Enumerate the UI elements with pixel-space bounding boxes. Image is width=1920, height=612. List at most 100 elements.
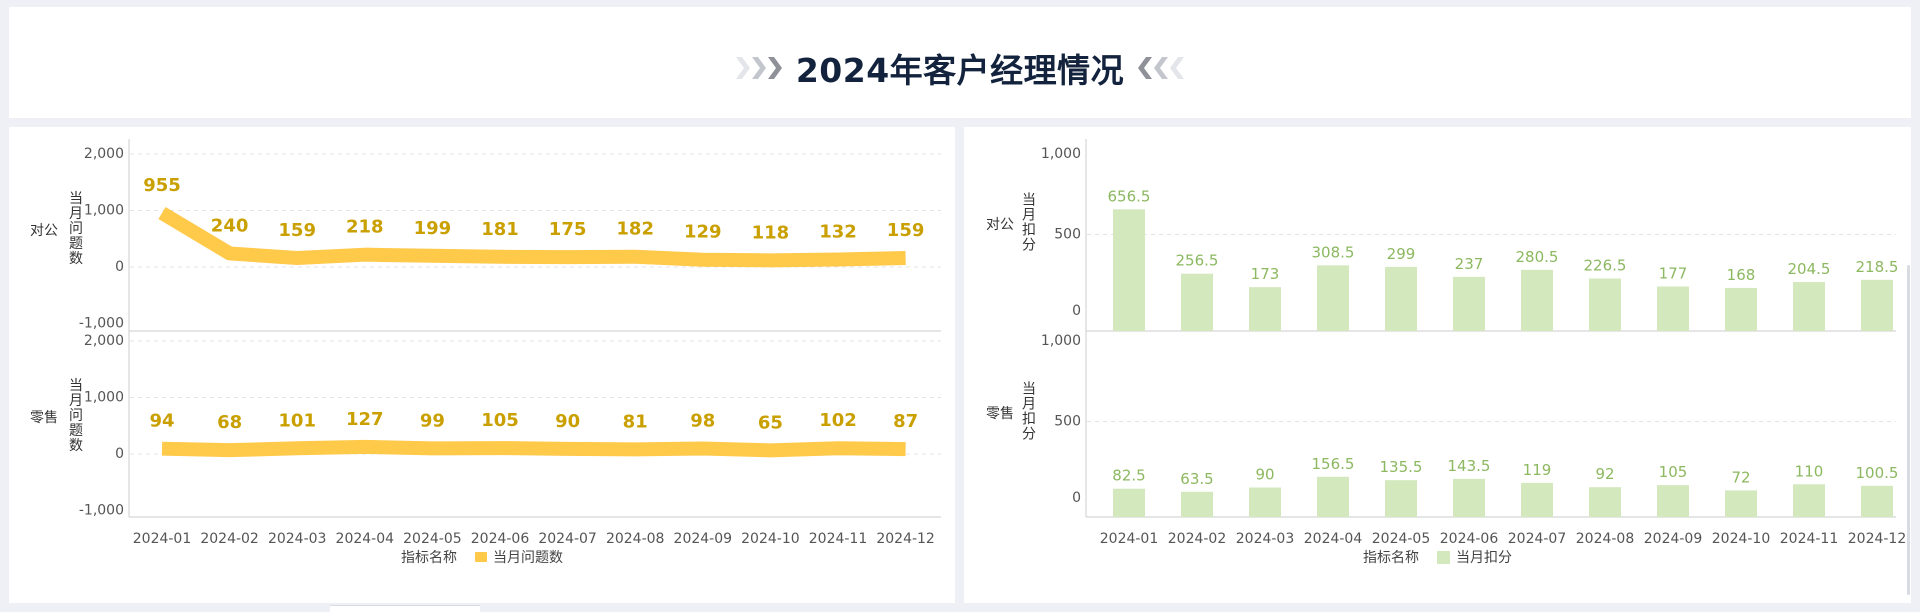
scrollbar-thumb[interactable] (1907, 265, 1910, 595)
axis-title-char: 当 (69, 191, 83, 207)
data-label: 127 (346, 409, 384, 430)
axis-title-char: 分 (1022, 427, 1036, 443)
y-tick-label: 0 (115, 446, 124, 462)
bar (1725, 287, 1757, 331)
y-tick-label: 1,000 (84, 203, 124, 219)
x-tick-label: 2024-02 (200, 531, 259, 547)
bottom-tab[interactable] (330, 605, 480, 612)
x-tick-label: 2024-11 (1780, 531, 1839, 547)
row-label: 对公 (986, 217, 1014, 233)
x-tick-label: 2024-03 (1236, 531, 1295, 547)
bar (1521, 269, 1553, 331)
bar (1861, 485, 1893, 517)
data-label: 118 (752, 222, 790, 243)
y-tick-label: -1,000 (79, 503, 124, 519)
bar (1385, 480, 1417, 517)
data-label: 82.5 (1112, 467, 1145, 485)
data-label: 308.5 (1312, 243, 1355, 261)
data-label: 105 (1659, 463, 1688, 481)
y-tick-label: 1,000 (84, 390, 124, 406)
bar (1317, 476, 1349, 517)
x-tick-label: 2024-12 (1848, 531, 1907, 547)
data-label: 226.5 (1584, 257, 1627, 275)
series-line (158, 207, 906, 268)
header-panel: 2024年客户经理情况 (9, 7, 1911, 118)
x-tick-label: 2024-10 (741, 531, 800, 547)
row-label: 对公 (30, 223, 58, 239)
x-tick-label: 2024-11 (809, 531, 868, 547)
axis-title-char: 问 (69, 221, 83, 237)
x-tick-label: 2024-08 (1576, 531, 1635, 547)
bar (1249, 487, 1281, 517)
legend-item-issues[interactable]: 当月问题数 (475, 547, 563, 567)
bar (1657, 485, 1689, 517)
bar (1317, 265, 1349, 331)
bar (1657, 286, 1689, 331)
axis-title-char: 月 (69, 206, 83, 222)
bar (1249, 287, 1281, 331)
title-wrap: 2024年客户经理情况 (9, 43, 1911, 93)
x-tick-label: 2024-06 (471, 531, 530, 547)
axis-title-char: 题 (69, 236, 83, 252)
bar (1861, 279, 1893, 331)
data-label: 119 (1523, 461, 1552, 479)
data-label: 256.5 (1176, 252, 1219, 270)
y-tick-label: 0 (1072, 303, 1081, 319)
data-label: 81 (623, 411, 648, 432)
page-title: 2024年客户经理情况 (795, 51, 1125, 90)
bar (1385, 266, 1417, 331)
axis-title-char: 数 (69, 251, 83, 267)
data-label: 182 (616, 219, 654, 240)
bar (1793, 282, 1825, 331)
bar (1113, 488, 1145, 517)
bar (1589, 487, 1621, 517)
bar (1589, 278, 1621, 331)
axis-title-char: 月 (69, 393, 83, 409)
x-tick-label: 2024-08 (606, 531, 665, 547)
y-tick-label: 0 (1072, 490, 1081, 506)
bar (1181, 491, 1213, 517)
data-label: 159 (278, 220, 316, 241)
data-label: 177 (1659, 265, 1688, 283)
data-label: 168 (1727, 266, 1756, 284)
issues-chart-panel: 2,000 1,000 0 -1,000 对公当月问题数 955 240 159 218 199 1… (9, 127, 955, 603)
data-label: 98 (690, 410, 715, 431)
axis-title-char: 月 (1022, 397, 1036, 413)
x-tick-label: 2024-01 (133, 531, 192, 547)
bar (1725, 490, 1757, 517)
data-label: 63.5 (1180, 470, 1213, 488)
bar (1113, 209, 1145, 331)
row-label: 零售 (986, 406, 1014, 422)
x-tick-label: 2024-10 (1712, 531, 1771, 547)
x-tick-label: 2024-02 (1168, 531, 1227, 547)
y-axis-title: 当月扣分 (1022, 193, 1036, 254)
legend-item-deduction[interactable]: 当月扣分 (1437, 547, 1512, 567)
data-label: 65 (758, 412, 783, 433)
data-label: 110 (1795, 462, 1824, 480)
data-label: 94 (149, 411, 174, 432)
data-label: 175 (549, 219, 587, 240)
y-tick-label: 0 (115, 259, 124, 275)
data-label: 218 (346, 217, 384, 238)
data-label: 159 (887, 220, 925, 241)
axis-title-char: 分 (1022, 238, 1036, 254)
legend-label: 当月问题数 (493, 550, 563, 566)
y-tick-label: 2,000 (84, 333, 124, 349)
deduction-chart-panel: 1,000 500 0 对公当月扣分 656.5 256.5 173 308.5 299 237 2… (964, 127, 1911, 603)
legend-label: 当月扣分 (1456, 550, 1512, 566)
data-label: 92 (1595, 465, 1614, 483)
axis-title-char: 当 (1022, 193, 1036, 209)
x-tick-label: 2024-04 (1304, 531, 1363, 547)
axis-title-char: 扣 (1022, 412, 1036, 428)
x-tick-label: 2024-01 (1100, 531, 1159, 547)
data-label: 100.5 (1856, 464, 1899, 482)
data-label: 90 (555, 411, 580, 432)
axis-title-char: 扣 (1022, 223, 1036, 239)
axis-title-char: 题 (69, 423, 83, 439)
data-label: 87 (893, 411, 918, 432)
data-label: 68 (217, 412, 242, 433)
data-label: 105 (481, 410, 519, 431)
x-tick-label: 2024-12 (876, 531, 935, 547)
x-tick-label: 2024-03 (268, 531, 327, 547)
bar (1793, 484, 1825, 517)
